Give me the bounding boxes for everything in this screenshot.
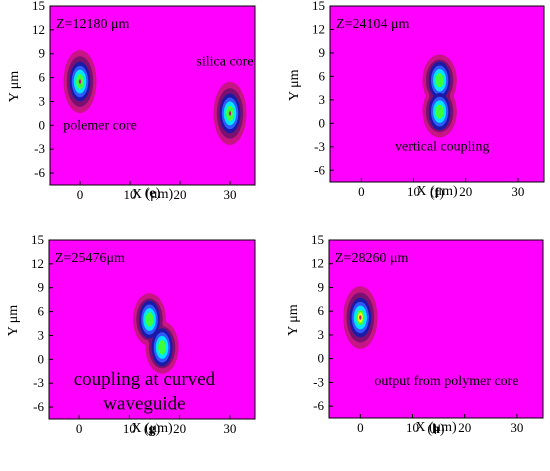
x-tick-label: 20 <box>458 420 471 435</box>
y-tick-label: 6 <box>39 70 46 85</box>
y-tick-label: 15 <box>32 0 45 13</box>
y-tick-label: 0 <box>318 351 325 366</box>
y-tick-label: 3 <box>38 327 45 342</box>
mode-contour <box>435 73 444 88</box>
x-axis-label: X (μm) <box>415 420 457 435</box>
y-tick-label: 3 <box>318 327 325 342</box>
x-tick-label: 10 <box>406 420 419 435</box>
panel-label: (f) <box>430 186 444 201</box>
y-tick-label: -3 <box>34 141 45 156</box>
plot-frame <box>48 239 256 420</box>
mode-peak-marker <box>228 111 232 116</box>
y-tick-label: 12 <box>311 256 324 271</box>
y-tick-label: 0 <box>39 117 46 132</box>
x-tick-label: 30 <box>510 420 523 435</box>
mode-field-spots <box>132 293 179 374</box>
x-tick-label: 10 <box>124 187 137 202</box>
plot-annotation: output from polymer core <box>374 374 518 389</box>
x-tick-label: 0 <box>357 420 364 435</box>
plot-frame <box>329 5 545 183</box>
plot-annotation: vertical coupling <box>395 140 489 155</box>
y-tick-label: 9 <box>319 45 326 60</box>
y-tick-label: 6 <box>318 303 325 318</box>
panel-label: (g) <box>144 422 161 437</box>
plot-frame <box>49 5 256 186</box>
plot-annotation: coupling at curved <box>74 369 216 390</box>
x-tick-label: 10 <box>407 184 420 199</box>
panel-label: (e) <box>145 186 161 201</box>
y-axis-label: Y μm <box>7 71 22 103</box>
y-tick-label: 0 <box>38 351 45 366</box>
y-tick-label: -3 <box>313 374 324 389</box>
z-position-annotation: Z=28260 μm <box>335 251 408 266</box>
z-position-annotation: Z=24104 μm <box>336 17 409 32</box>
plot-annotation: silica core <box>196 55 253 70</box>
y-tick-label: 12 <box>31 256 44 271</box>
x-axis-label: X (μm) <box>416 184 458 199</box>
x-tick-label: 10 <box>123 421 136 436</box>
x-tick-label: 30 <box>224 187 237 202</box>
z-position-annotation: Z=12180 μm <box>56 17 129 32</box>
y-tick-label: 15 <box>311 232 324 247</box>
x-tick-label: 30 <box>223 421 236 436</box>
mode-field-spots <box>343 286 378 349</box>
mode-contour <box>145 312 154 327</box>
z-position-annotation: Z=25476μm <box>55 251 125 266</box>
mode-contour <box>158 340 167 355</box>
x-tick-label: 0 <box>358 184 365 199</box>
y-tick-label: 6 <box>319 68 326 83</box>
x-tick-label: 20 <box>173 421 186 436</box>
mode-field-spots <box>422 54 457 138</box>
y-tick-label: 0 <box>319 115 326 130</box>
mode-peak-marker <box>359 315 362 320</box>
y-tick-label: 12 <box>312 21 325 36</box>
y-tick-label: -6 <box>34 165 45 180</box>
y-tick-label: 9 <box>38 280 45 295</box>
y-tick-label: 15 <box>31 232 44 247</box>
plot-annotation: waveguide <box>103 393 185 414</box>
y-tick-label: -6 <box>314 162 325 177</box>
x-tick-label: 0 <box>76 421 83 436</box>
x-tick-label: 30 <box>511 184 524 199</box>
x-axis-label: X (μm) <box>131 421 173 436</box>
plot-annotation: polemer core <box>63 118 136 133</box>
y-tick-label: -6 <box>33 399 44 414</box>
y-tick-label: 9 <box>318 279 325 294</box>
x-tick-label: 20 <box>174 187 187 202</box>
y-axis-label: Y μm <box>287 69 302 101</box>
panel-label: (h) <box>427 422 444 437</box>
x-axis-label: X (μm) <box>132 187 174 202</box>
y-tick-label: 9 <box>39 46 46 61</box>
x-tick-label: 20 <box>459 184 472 199</box>
mode-peak-marker <box>78 79 82 84</box>
y-tick-label: 12 <box>32 22 45 37</box>
y-tick-label: -6 <box>313 398 324 413</box>
y-axis-label: Y μm <box>6 305 21 337</box>
plot-frame <box>328 239 544 419</box>
mode-field-spots <box>63 50 247 145</box>
y-tick-label: 6 <box>38 304 45 319</box>
mode-contour <box>435 104 444 119</box>
y-tick-label: 3 <box>39 93 46 108</box>
y-tick-label: 15 <box>312 0 325 13</box>
y-tick-label: -3 <box>33 375 44 390</box>
y-axis-label: Y μm <box>286 304 301 336</box>
y-tick-label: -3 <box>314 139 325 154</box>
y-tick-label: 3 <box>319 92 326 107</box>
x-tick-label: 0 <box>77 187 84 202</box>
